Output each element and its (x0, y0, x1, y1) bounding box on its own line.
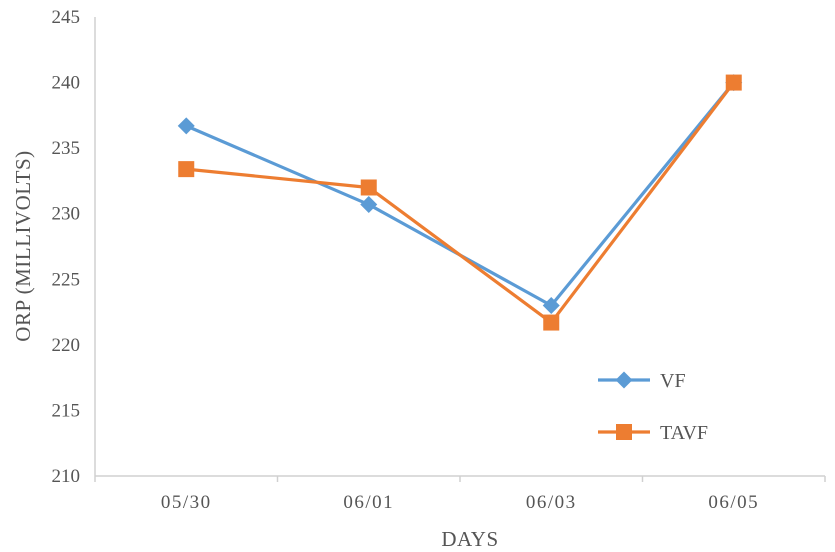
legend-tavf-marker (616, 424, 632, 440)
series-tavf-line (184, 80, 736, 325)
y-tick-label: 215 (52, 400, 81, 421)
series-vf-line (184, 80, 736, 308)
legend-item-vf: VF (598, 370, 686, 392)
y-tick-label: 245 (52, 7, 81, 28)
x-tick-labels: 05/30 06/01 06/03 06/05 (94, 476, 826, 513)
x-axis-title: DAYS (441, 527, 498, 551)
y-tick-label: 220 (52, 335, 81, 356)
legend-vf-label: VF (660, 370, 686, 392)
y-axis-title: ORP (MILLIVOLTS) (11, 150, 35, 341)
y-tick-label: 225 (52, 269, 81, 290)
series-vf (177, 74, 743, 315)
series-tavf-point (360, 179, 377, 196)
x-tick-label: 05/30 (161, 492, 212, 513)
y-tick-label: 230 (52, 204, 81, 225)
series-tavf-point (725, 74, 742, 91)
x-tick-label: 06/03 (526, 492, 577, 513)
series-tavf-point (178, 161, 195, 178)
series-vf-point (360, 196, 378, 214)
legend-tavf-label: TAVF (660, 422, 708, 444)
series-tavf-point (543, 314, 560, 331)
y-tick-labels: 210 215 220 225 230 235 240 245 (52, 7, 81, 487)
series-tavf (178, 74, 742, 331)
series-vf-point (177, 117, 195, 135)
series-layer (177, 74, 743, 331)
x-axis: 05/30 06/01 06/03 06/05 (94, 475, 826, 513)
y-tick-label: 240 (52, 73, 81, 94)
y-axis: 210 215 220 225 230 235 240 245 (52, 7, 96, 487)
y-tick-label: 210 (52, 466, 81, 487)
series-vf-point (542, 297, 560, 315)
legend-vf-marker (615, 371, 633, 389)
x-tick-label: 06/01 (343, 492, 394, 513)
x-tick-label: 06/05 (708, 492, 759, 513)
legend: VF TAVF (598, 370, 708, 444)
legend-item-tavf: TAVF (598, 422, 708, 444)
y-tick-label: 235 (52, 138, 81, 159)
